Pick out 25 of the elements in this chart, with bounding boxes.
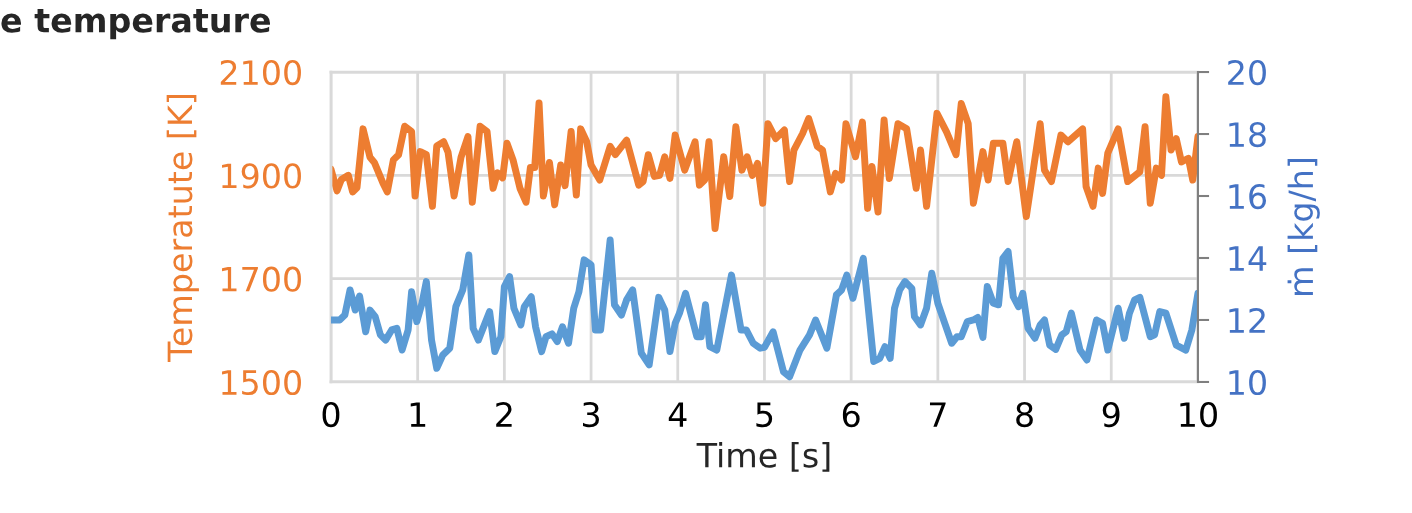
y2-tick-label: 20 (1228, 59, 1266, 86)
y-tick-label: 1900 (222, 163, 301, 189)
x-tick-label: 10 (1180, 402, 1217, 428)
y2-tick-label: 18 (1229, 121, 1266, 148)
y-tick-label: 1700 (222, 266, 301, 292)
y-tick-label: 1500 (222, 369, 301, 396)
x-tick-label: 5 (756, 402, 773, 428)
x-axis-title: Time [s] (696, 442, 830, 472)
x-tick-label: 4 (668, 402, 687, 427)
x-tick-label: 1 (410, 402, 426, 427)
y2-axis-title: ṁ [kg/h] (1287, 158, 1320, 295)
y-axis-title: Temperatute [K] (166, 95, 199, 362)
x-tick-label: 0 (322, 402, 340, 428)
x-tick-label: 2 (496, 402, 512, 427)
x-tick-label: 3 (583, 402, 599, 428)
y2-tick-label: 12 (1229, 307, 1265, 333)
x-tick-label: 6 (842, 402, 860, 428)
x-tick-label: 8 (1016, 402, 1033, 428)
y2-tick-label: 14 (1229, 246, 1267, 271)
x-tick-label: 9 (1102, 402, 1120, 428)
chart-title: e temperature (1, 8, 270, 40)
y2-tick-label: 10 (1229, 369, 1266, 396)
y-tick-label: 2100 (220, 59, 301, 86)
y2-tick-label: 16 (1229, 183, 1267, 210)
x-tick-label: 7 (929, 402, 946, 427)
